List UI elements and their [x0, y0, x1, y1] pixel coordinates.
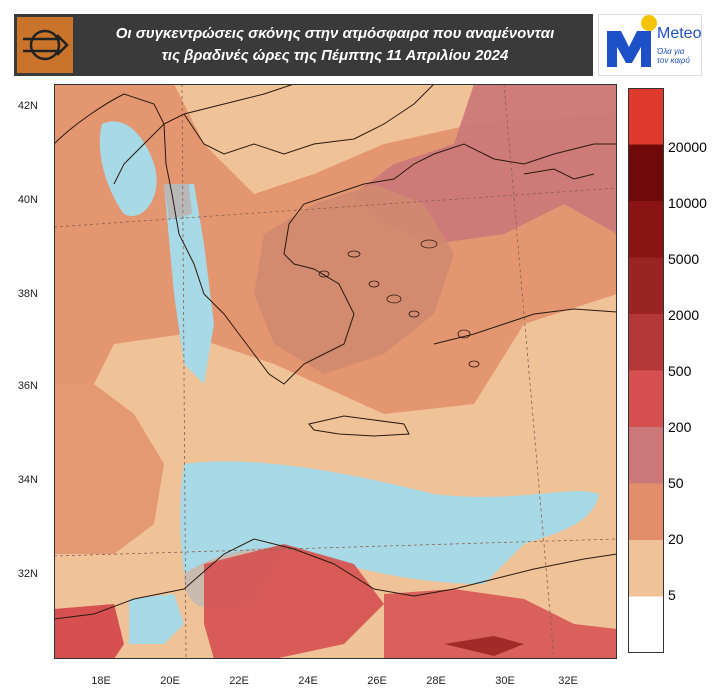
coastline-crete [308, 415, 410, 437]
grid-line-34n [54, 538, 617, 557]
lon-label-20e: 20E [160, 675, 180, 687]
coastline-greece [54, 93, 617, 385]
colorbar-segment [628, 88, 664, 145]
meteo-tagline-2: τον καιρό [657, 56, 690, 65]
map-grid [54, 84, 617, 659]
lat-label-42n: 42N [17, 100, 38, 112]
site-logo-left [17, 17, 73, 73]
colorbar [628, 88, 664, 653]
colorbar-segment [628, 427, 664, 484]
island [420, 239, 438, 249]
dust-zone-very-high-egypt [384, 589, 617, 659]
colorbar-segment [628, 314, 664, 371]
colorbar-label-50: 50 [668, 475, 684, 491]
dust-concentration-map [54, 84, 617, 659]
title-bar [14, 14, 593, 76]
colorbar-label-500: 500 [668, 363, 692, 379]
lon-label-22e: 22E [229, 675, 249, 687]
island [368, 280, 380, 288]
colorbar-segment [628, 596, 664, 653]
clean-zone-south [129, 594, 184, 644]
island [347, 250, 361, 258]
island [468, 360, 480, 368]
clean-zone-mediterranean [180, 461, 599, 584]
colorbar-label-20000: 20000 [668, 139, 707, 155]
title-line-1: Οι συγκεντρώσεις σκόνης στην ατμόσφαιρα … [115, 25, 555, 42]
colorbar-frame [628, 88, 664, 653]
lon-label-28e: 28E [426, 675, 446, 687]
colorbar-label-10000: 10000 [668, 195, 707, 211]
grid-line-40n [54, 187, 617, 228]
colorbar-label-20: 20 [668, 531, 684, 547]
island [318, 270, 330, 278]
lat-label-40n: 40N [17, 194, 38, 206]
grid-line-30e [503, 84, 555, 659]
colorbar-segment [628, 257, 664, 315]
meteo-logo: Meteo Όλα για τον καιρό [598, 14, 702, 76]
lat-label-36n: 36N [17, 380, 38, 392]
map-frame [54, 84, 617, 659]
meteo-wordmark: Meteo [657, 25, 702, 42]
coastline-africa [54, 538, 617, 620]
lon-label-18e: 18E [91, 675, 111, 687]
dust-zone-peak [444, 636, 524, 656]
dust-zone-medium-west [54, 384, 164, 554]
lat-label-34n: 34N [17, 474, 38, 486]
meteo-tagline: Όλα για τον καιρό [657, 47, 690, 65]
colorbar-label-5: 5 [668, 587, 676, 603]
lon-label-24e: 24E [298, 675, 318, 687]
title-line-2: τις βραδινές ώρες της Πέμπτης 11 Απριλίο… [161, 47, 509, 64]
colorbar-segment [628, 201, 664, 258]
coastlines [54, 84, 617, 620]
colorbar-segment [628, 540, 664, 597]
border-bulgaria [353, 84, 435, 140]
meteo-tagline-1: Όλα για [657, 47, 685, 56]
colorbar-label-200: 200 [668, 419, 692, 435]
aegean-islands [318, 239, 480, 368]
colorbar-segment [628, 370, 664, 428]
island [408, 310, 420, 318]
colorbar-segment [628, 483, 664, 541]
dust-zone-very-high-sw [54, 604, 124, 659]
colorbar-label-5000: 5000 [668, 251, 700, 267]
border-balkans [113, 84, 295, 185]
border-north [183, 113, 355, 155]
meteo-m-icon [607, 15, 657, 67]
lon-label-32e: 32E [558, 675, 578, 687]
island [386, 294, 402, 304]
colorbar-segment [628, 144, 664, 202]
dust-zone-aegean [254, 184, 454, 374]
coastline-turkey [433, 308, 617, 345]
lon-label-30e: 30E [495, 675, 515, 687]
lon-label-26e: 26E [367, 675, 387, 687]
lat-label-38n: 38N [17, 288, 38, 300]
island [457, 329, 471, 339]
clean-zone-ionian [164, 184, 214, 384]
map-title: Οι συγκεντρώσεις σκόνης στην ατμόσφαιρα … [76, 17, 594, 73]
weather-logo-icon [23, 29, 69, 61]
grey-zone-albania [164, 184, 192, 219]
colorbar-label-2000: 2000 [668, 307, 700, 323]
coastline-marmara [523, 168, 595, 180]
dust-zone-very-high-libya [204, 544, 384, 659]
lat-label-32n: 32N [17, 568, 38, 580]
